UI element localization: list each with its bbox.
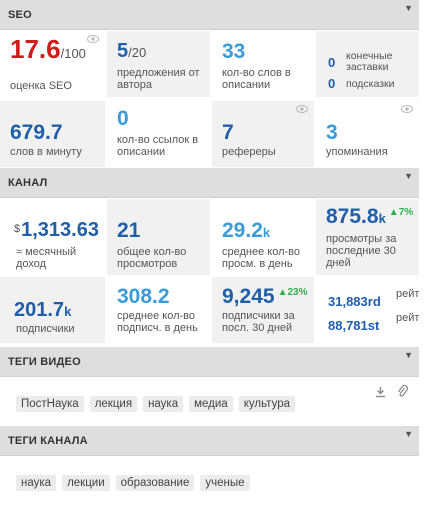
subs30-delta: ▲23% [277,287,308,298]
desc-words-value: 33 [222,40,246,63]
cards-label: подсказки [346,78,395,90]
seo-section-header[interactable]: SEO ▼ [0,0,419,30]
seo-section-title: SEO [8,9,32,21]
video-tag[interactable]: наука [143,396,184,412]
eye-icon[interactable] [401,105,413,113]
channel-tags-area: наука лекции образование ученые [0,457,419,506]
views30-unit: k [378,211,386,226]
channel-tags-section-header[interactable]: ТЕГИ КАНАЛА ▼ [0,426,419,456]
video-tags-area: ПостНаука лекция наука медиа культура [0,378,419,425]
avg-subs-day-card: 308.2 среднее кол-во подписч. в день [107,277,210,343]
links-label: кол-во ссылок в описании [117,134,199,158]
rank1-label: рейт [396,288,419,300]
subs-unit: k [64,304,72,319]
channel-tag[interactable]: образование [115,475,195,491]
channel-tag[interactable]: наука [16,475,57,491]
seo-score-max: /100 [60,46,86,61]
video-tag[interactable]: лекция [89,396,138,412]
income: $1,313.63 [14,219,99,242]
seo-score-label: оценка SEO [10,80,72,92]
caret-down-icon[interactable]: ▼ [404,429,413,439]
seo-score-card: 17.6/100 оценка SEO [0,31,105,97]
views30-delta: ▲7% [388,207,414,218]
video-tag[interactable]: медиа [189,396,233,412]
avg-views-day: 29.2k [222,219,270,243]
video-tags-section-title: ТЕГИ ВИДЕО [8,356,81,368]
avg-views-day-card: 29.2k среднее кол-во просм. в день [212,199,314,275]
mentions-label: упоминания [326,146,388,158]
download-icon[interactable] [375,386,386,398]
suggestions-max: /20 [128,45,147,60]
channel-tags-section-title: ТЕГИ КАНАЛА [8,435,88,447]
caret-down-icon[interactable]: ▼ [404,171,413,181]
caret-down-icon[interactable]: ▼ [404,3,413,13]
rank1-value: 31,883rd [328,294,381,309]
channel-tag[interactable]: лекции [62,475,110,491]
subs-card: 201.7k подписчики [0,277,105,343]
channel-section-header[interactable]: КАНАЛ ▼ [0,168,419,198]
subs30-card: 9,245 ▲23% подписчики за посл. 30 дней [212,277,314,343]
income-card: $1,313.63 ≈ месячный доход [0,199,105,275]
income-label: ≈ месячный доход [16,246,77,270]
avg-subs-day-value: 308.2 [117,285,170,308]
referrers-card: 7 рефереры [212,101,314,167]
caret-down-icon[interactable]: ▼ [404,350,413,360]
income-currency: $ [14,223,21,235]
links-card: 0 кол-во ссылок в описании [107,101,210,167]
suggestions-value: 5 [117,40,129,62]
total-views-card: 21 общее кол-во просмотров [107,199,210,275]
end-screens-value: 0 [328,55,336,70]
subs-value: 201.7 [14,299,65,321]
video-tag[interactable]: культура [238,396,295,412]
rankings-card: 31,883rd рейт 88,781st рейт [316,277,419,343]
total-views-label: общее кол-во просмотров [117,246,187,270]
views30-card: 875.8k ▲7% просмотры за последние 30 дней [316,199,419,275]
wpm-card: 679.7 слов в минуту [0,101,105,167]
subs30-label: подписчики за посл. 30 дней [222,310,295,334]
referrers-value: 7 [222,121,234,144]
video-tags-section-header[interactable]: ТЕГИ ВИДЕО ▼ [0,347,419,377]
views30-label: просмотры за последние 30 дней [326,233,397,269]
channel-tags-list: наука лекции образование ученые [16,473,256,491]
total-views-value: 21 [117,219,141,242]
subs30-value: 9,245 [222,285,275,308]
avg-views-day-value: 29.2 [222,219,263,242]
wpm-label: слов в минуту [10,146,82,158]
paperclip-icon[interactable] [397,384,408,398]
channel-section-title: КАНАЛ [8,177,48,189]
avg-views-day-label: среднее кол-во просм. в день [222,246,301,270]
views30-value: 875.8 [326,205,379,228]
suggestions-card: 5/20 предложения от автора [107,31,210,97]
referrers-label: рефереры [222,146,276,158]
endscreens-cards-card: 0 конечные заставки 0 подсказки [316,31,419,97]
wpm-value: 679.7 [10,121,63,144]
subs30: 9,245 ▲23% [222,285,307,309]
income-value: 1,313.63 [21,219,99,241]
cards-value: 0 [328,76,336,91]
subs: 201.7k [14,299,71,322]
rank2-label: рейт [396,312,419,324]
rank2-value: 88,781st [328,318,380,333]
mentions-value: 3 [326,121,338,144]
end-screens-label: конечные заставки [346,50,393,73]
subs-label: подписчики [16,323,75,335]
mentions-card: 3 упоминания [316,101,419,167]
views30: 875.8k ▲7% [326,205,413,229]
links-value: 0 [117,107,129,130]
avg-views-day-unit: k [262,225,271,240]
suggestions-label: предложения от автора [117,67,200,91]
seo-score-value: 17.6 [10,34,61,64]
suggestions: 5/20 [117,40,146,63]
channel-tag[interactable]: ученые [200,475,250,491]
video-tag[interactable]: ПостНаука [16,396,84,412]
avg-subs-day-label: среднее кол-во подписч. в день [117,310,198,334]
eye-icon[interactable] [87,35,99,43]
desc-words-label: кол-во слов в описании [222,67,291,91]
video-tags-list: ПостНаука лекция наука медиа культура [16,394,301,412]
seo-score: 17.6/100 [10,34,86,65]
desc-words-card: 33 кол-во слов в описании [212,31,314,97]
eye-icon[interactable] [296,105,308,113]
